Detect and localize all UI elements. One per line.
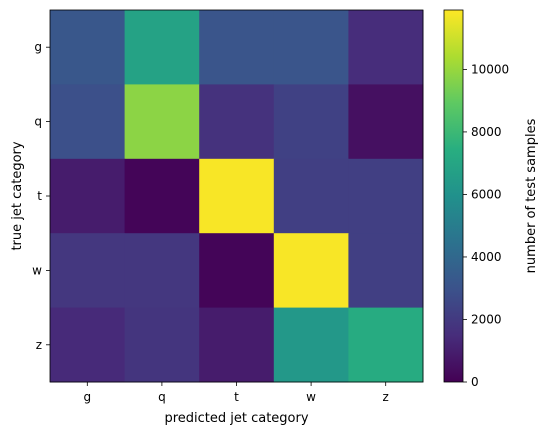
colorbar: [443, 9, 464, 383]
heatmap-cell-w-w: [273, 233, 349, 309]
heatmap-cell-q-z: [348, 84, 424, 160]
heatmap-cell-w-t: [199, 233, 275, 309]
heatmap-cell-g-q: [124, 10, 200, 85]
colorbar-tick-label: 8000: [471, 125, 502, 139]
y-tick-label: q: [34, 115, 42, 129]
y-tick-label: t: [37, 189, 42, 203]
heatmap-cell-z-g: [50, 307, 126, 383]
heatmap-cell-w-z: [348, 233, 424, 309]
heatmap-cell-q-q: [124, 84, 200, 160]
x-tick-label: z: [383, 390, 389, 404]
heatmap-cell-g-z: [348, 10, 424, 85]
y-axis: g q t w z: [32, 40, 50, 352]
colorbar-tick-label: 10000: [471, 62, 509, 76]
heatmap-cell-z-z: [348, 307, 424, 383]
heatmap-cell-w-q: [124, 233, 200, 309]
heatmap-cell-z-t: [199, 307, 275, 383]
y-tick-label: w: [32, 263, 42, 277]
x-tick-label: t: [234, 390, 239, 404]
heatmap-cell-q-w: [273, 84, 349, 160]
colorbar-axis: 0 2000 4000 6000 8000 10000: [463, 62, 509, 389]
colorbar-tick-label: 2000: [471, 312, 502, 326]
heatmap-cell-t-q: [124, 158, 200, 234]
heatmap-cell-g-t: [199, 10, 275, 85]
heatmap-cell-t-t: [199, 158, 275, 234]
heatmap-cell-z-w: [273, 307, 349, 383]
colorbar-label: number of test samples: [524, 118, 539, 273]
colorbar-tick-label: 6000: [471, 187, 502, 201]
colorbar-tick-label: 4000: [471, 250, 502, 264]
colorbar-tick-label: 0: [471, 375, 479, 389]
heatmap-cell-q-t: [199, 84, 275, 160]
heatmap-cells: [50, 10, 424, 383]
x-tick-label: q: [158, 390, 166, 404]
x-tick-label: w: [306, 390, 316, 404]
heatmap-cell-g-w: [273, 10, 349, 85]
x-tick-label: g: [83, 390, 91, 404]
y-tick-label: z: [36, 338, 42, 352]
y-tick-label: g: [34, 40, 42, 54]
heatmap-cell-g-g: [50, 10, 126, 85]
heatmap-cell-t-g: [50, 158, 126, 234]
heatmap-cell-t-w: [273, 158, 349, 234]
heatmap-cell-z-q: [124, 307, 200, 383]
heatmap-cell-q-g: [50, 84, 126, 160]
x-axis-label: predicted jet category: [164, 411, 308, 426]
y-axis-label: true jet category: [10, 141, 25, 250]
heatmap-cell-t-z: [348, 158, 424, 234]
heatmap-cell-w-g: [50, 233, 126, 309]
